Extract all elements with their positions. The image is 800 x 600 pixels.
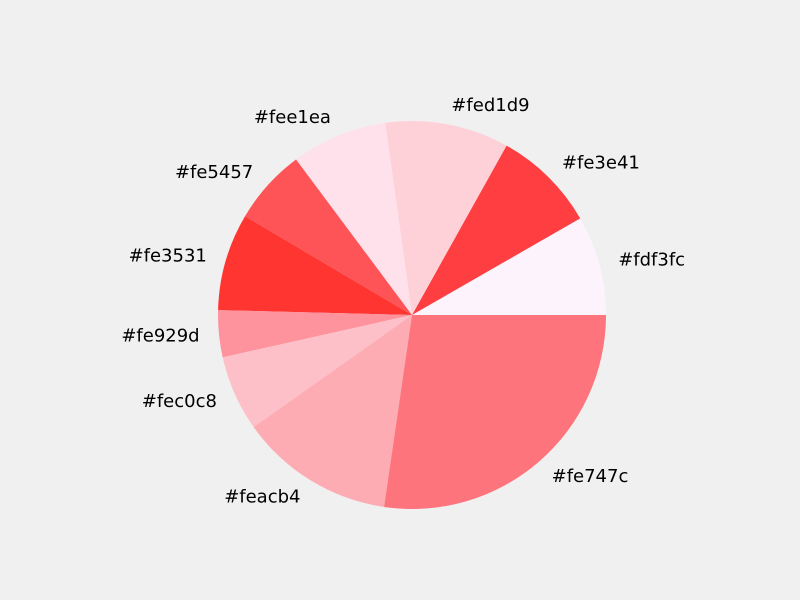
pie-label-feacb4: #feacb4	[224, 486, 300, 507]
pie-label-fdf3fc: #fdf3fc	[618, 249, 685, 270]
pie-label-fe5457: #fe5457	[175, 162, 253, 183]
pie-label-fee1ea: #fee1ea	[254, 107, 331, 128]
pie-slice-fe747c	[384, 315, 606, 510]
pie-label-fe3e41: #fe3e41	[562, 153, 640, 174]
pie-slice-fe3e41	[412, 145, 581, 315]
pie-label-fed1d9: #fed1d9	[451, 95, 529, 116]
pie-slice-fe929d	[217, 310, 412, 358]
pie-label-fe929d: #fe929d	[121, 325, 199, 346]
pie-label-fec0c8: #fec0c8	[142, 391, 217, 412]
pie-label-fe3531: #fe3531	[129, 246, 207, 267]
pie-slices	[217, 120, 606, 510]
pie-slice-fe5457	[245, 159, 412, 315]
pie-slice-fe3531	[218, 216, 412, 315]
pie-slice-fdf3fc	[412, 218, 606, 315]
pie-label-fe747c: #fe747c	[552, 466, 629, 487]
pie-slice-fed1d9	[385, 120, 507, 315]
pie-slice-fee1ea	[296, 122, 412, 315]
pie-labels: #fdf3fc #fe3e41 #fed1d9 #fee1ea #fe5457 #fe35…	[121, 95, 685, 508]
pie-slice-feacb4	[253, 315, 412, 507]
pie-slice-fec0c8	[222, 315, 412, 428]
